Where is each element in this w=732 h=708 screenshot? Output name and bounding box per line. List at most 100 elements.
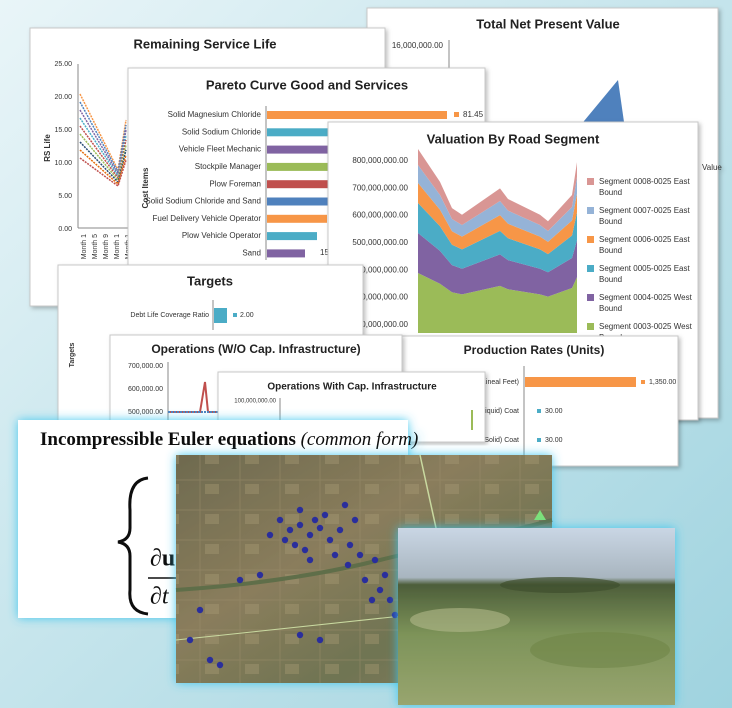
series-line (79, 109, 127, 177)
legend-label: Value (702, 163, 722, 172)
y-tick-label: 0.00 (58, 226, 72, 233)
bar-label: 1,350.00 (649, 379, 676, 386)
panel-title: Total Net Present Value (476, 16, 620, 31)
title-main: Incompressible Euler equations (40, 429, 296, 450)
legend-swatch (587, 207, 594, 214)
category-label: Fuel Delivery Vehicle Operator (153, 214, 262, 223)
y-axis-label: RS Life (43, 134, 52, 162)
legend-label: Segment 0006-0025 East Bound (599, 235, 691, 255)
denominator: ∂t (150, 584, 170, 610)
legend-label: Segment 0004-0025 West Bound (599, 293, 693, 313)
bar-label: 81.45 (463, 110, 484, 119)
map-marker (316, 636, 324, 644)
y-tick-label: 10.00 (54, 160, 72, 167)
legend-label: Segment 0005-0025 East Bound (599, 264, 691, 284)
panel-title: Targets (187, 273, 233, 288)
map-marker (306, 556, 314, 564)
map-marker (351, 516, 359, 524)
map-marker (346, 541, 354, 549)
category-label: Debt Life Coverage Ratio (130, 312, 209, 319)
y-tick-label: 16,000,000.00 (392, 41, 444, 50)
map-marker (206, 656, 214, 664)
legend-label: Segment 0008-0025 East Bound (599, 177, 691, 197)
legend-swatch (587, 236, 594, 243)
map-marker (306, 531, 314, 539)
map-marker (186, 636, 194, 644)
map-marker (368, 596, 376, 604)
map-marker (256, 571, 264, 579)
aerial-photo (398, 528, 675, 705)
y-axis-label: Cost Items (141, 167, 150, 208)
y-tick-label: 5.00 (58, 193, 72, 200)
bar (267, 162, 367, 171)
map-marker (391, 611, 399, 619)
legend-label: Segment 0007-0025 East Bound (599, 206, 691, 226)
map-marker (291, 541, 299, 549)
panel-title: Operations With Cap. Infrastructure (267, 382, 437, 393)
category-label: Lineal Feet) (482, 379, 519, 386)
map-marker (216, 661, 224, 669)
title-sub: (common form) (301, 429, 419, 450)
equation-title: Incompressible Euler equations (common f… (40, 429, 418, 450)
x-tick-label: Month 1 (114, 234, 121, 259)
area-band (418, 233, 577, 297)
map-marker (281, 536, 289, 544)
series-line (79, 149, 127, 186)
category-label: Plow Foreman (209, 179, 261, 188)
legend-swatch (587, 323, 594, 330)
map-marker (356, 551, 364, 559)
map-marker (326, 536, 334, 544)
map-marker (321, 511, 329, 519)
map-marker (386, 596, 394, 604)
y-tick-label: 600,000,000.00 (352, 211, 408, 220)
category-label: Solid Sodium Chloride and Sand (145, 197, 261, 206)
map-marker (336, 526, 344, 534)
map-marker (266, 531, 274, 539)
numerator: ∂u (150, 546, 175, 572)
bar (267, 249, 305, 258)
y-tick-label: 700,000.00 (128, 363, 163, 370)
legend-swatch (537, 438, 541, 442)
category-label: Sand (242, 249, 261, 258)
bar (267, 214, 327, 223)
map-marker (331, 551, 339, 559)
y-tick-label: 200,000,000.00 (352, 320, 408, 329)
map-marker (361, 576, 369, 584)
category-label: Vehicle Fleet Mechanic (179, 145, 261, 154)
category-label: Solid Magnesium Chloride (168, 110, 262, 119)
map-marker (296, 506, 304, 514)
map-marker (196, 606, 204, 614)
y-tick-label: 500,000,000.00 (352, 238, 408, 247)
map-marker (311, 516, 319, 524)
map-marker (344, 561, 352, 569)
y-tick-label: 100,000,000.00 (234, 399, 276, 405)
legend-swatch (587, 265, 594, 272)
map-marker (236, 576, 244, 584)
map-marker (286, 526, 294, 534)
panel-title: Operations (W/O Cap. Infrastructure) (151, 342, 360, 356)
map-marker (371, 556, 379, 564)
bar (267, 232, 317, 241)
category-label: Liquid) Coat (481, 408, 519, 415)
area-band (418, 273, 577, 333)
map-marker (316, 524, 324, 532)
bar (267, 145, 387, 154)
x-tick-label: Month 1 (81, 234, 88, 259)
x-tick-label: Month 5 (92, 234, 99, 259)
panel-title: Production Rates (Units) (464, 343, 605, 357)
y-tick-label: 20.00 (54, 94, 72, 101)
bar-label: 30.00 (545, 408, 563, 415)
map-marker (376, 586, 384, 594)
map-marker (301, 546, 309, 554)
y-tick-label: 800,000,000.00 (352, 156, 408, 165)
y-tick-label: 500,000.00 (128, 409, 163, 416)
y-tick-label: 25.00 (54, 61, 72, 68)
map-marker (296, 521, 304, 529)
bar (525, 377, 636, 387)
area-band (418, 165, 577, 242)
bar-label: 30.00 (545, 437, 563, 444)
y-tick-label: 300,000,000.00 (352, 293, 408, 302)
map-marker (296, 631, 304, 639)
category-label: Stockpile Manager (195, 162, 262, 171)
